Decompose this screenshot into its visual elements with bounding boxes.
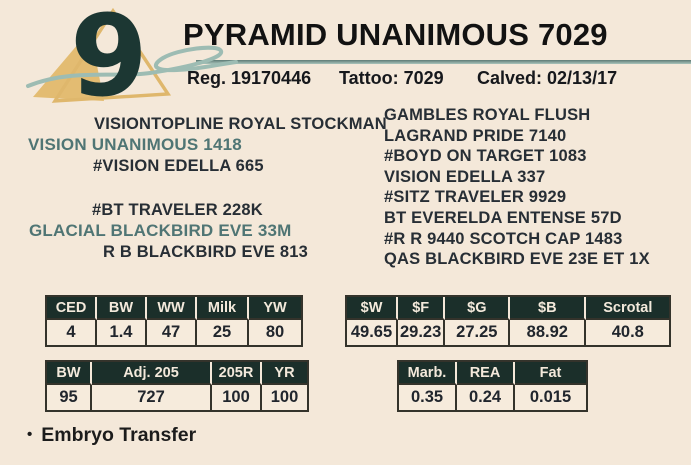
column-header: Milk (197, 297, 249, 320)
sire-name: VISION UNANIMOUS 1418 (28, 135, 242, 154)
table-cell: 29.23 (398, 320, 446, 345)
calved-date: Calved: 02/13/17 (477, 68, 618, 88)
column-header: CED (47, 297, 97, 320)
pedigree-line: QAS BLACKBIRD EVE 23E ET 1X (384, 250, 650, 269)
column-header: $G (445, 297, 511, 320)
column-header: YR (262, 362, 307, 385)
page-title: PYRAMID UNANIMOUS 7029 (183, 17, 608, 52)
sire-granddam: #VISION EDELLA 665 (93, 157, 264, 175)
table-cell: 0.015 (515, 385, 586, 410)
table-cell: 88.92 (510, 320, 587, 345)
column-header: Marb. (399, 362, 457, 385)
bullet-icon: • (27, 426, 33, 443)
pedigree-line: #R R 9440 SCOTCH CAP 1483 (384, 229, 623, 248)
column-header: Adj. 205 (92, 362, 212, 385)
swoosh-line (26, 45, 238, 88)
pyramid-outline-triangle (51, 7, 172, 103)
column-header: BW (47, 362, 92, 385)
table-cell: 0.35 (399, 385, 457, 410)
table-cell: 1.4 (97, 320, 147, 345)
table-header-row: $W $F $G $B Scrotal (347, 297, 670, 320)
dollar-values-table: $W $F $G $B Scrotal 49.65 29.23 27.25 88… (345, 295, 672, 347)
table-value-row: 0.35 0.24 0.015 (399, 385, 586, 410)
table-value-row: 49.65 29.23 27.25 88.92 40.8 (347, 320, 670, 345)
table-value-row: 4 1.4 47 25 80 (47, 320, 301, 345)
table-cell: 80 (249, 320, 301, 345)
table-cell: 49.65 (347, 320, 398, 345)
column-header: WW (147, 297, 197, 320)
table-header-row: Marb. REA Fat (399, 362, 586, 385)
table-cell: 25 (197, 320, 249, 345)
logo-numeral: 9 (70, 0, 148, 110)
pedigree-line: VISION EDELLA 337 (384, 167, 546, 186)
column-header: $F (398, 297, 446, 320)
registration-number: Reg. 19170446 (187, 68, 312, 88)
table-cell: 100 (262, 385, 307, 410)
epd-table: CED BW WW Milk YW 4 1.4 47 25 80 (45, 295, 303, 347)
column-header: YW (249, 297, 301, 320)
header-rule (196, 60, 691, 64)
tattoo-number: Tattoo: 7029 (339, 68, 444, 88)
table-cell: 727 (92, 385, 212, 410)
registration-row: Reg. 19170446 Tattoo: 7029 Calved: 02/13… (0, 68, 691, 92)
column-header: $B (510, 297, 587, 320)
great-grandparents-column: GAMBLES ROYAL FLUSH LAGRAND PRIDE 7140 #… (384, 105, 650, 270)
table-cell: 40.8 (586, 320, 670, 345)
column-header: Scrotal (586, 297, 670, 320)
pyramid-filled-triangle (33, 30, 104, 101)
column-header: REA (457, 362, 515, 385)
column-header: 205R (212, 362, 262, 385)
table-cell: 0.24 (457, 385, 515, 410)
dam-granddam: R B BLACKBIRD EVE 813 (103, 243, 308, 261)
embryo-transfer-note: • Embryo Transfer (27, 424, 196, 447)
column-header: BW (97, 297, 147, 320)
pedigree-line: GAMBLES ROYAL FLUSH (384, 106, 591, 124)
column-header: Fat (515, 362, 586, 385)
table-cell: 4 (47, 320, 97, 345)
table-cell: 27.25 (445, 320, 511, 345)
column-header: $W (347, 297, 398, 320)
table-header-row: BW Adj. 205 205R YR (47, 362, 307, 385)
pyramid-nine-logo: 9 (26, 0, 691, 110)
performance-table: BW Adj. 205 205R YR 95 727 100 100 (45, 360, 309, 412)
table-cell: 95 (47, 385, 92, 410)
carcass-table: Marb. REA Fat 0.35 0.24 0.015 (397, 360, 588, 412)
pedigree-line: #SITZ TRAVELER 9929 (384, 188, 567, 207)
sire-grandsire: VISIONTOPLINE ROYAL STOCKMAN (94, 115, 387, 133)
pedigree-line: LAGRAND PRIDE 7140 (384, 126, 567, 145)
dam-grandsire: #BT TRAVELER 228K (92, 201, 263, 219)
table-cell: 47 (147, 320, 197, 345)
pedigree-line: #BOYD ON TARGET 1083 (384, 147, 587, 166)
table-value-row: 95 727 100 100 (47, 385, 307, 410)
pedigree-line: BT EVERELDA ENTENSE 57D (384, 208, 622, 227)
table-header-row: CED BW WW Milk YW (47, 297, 301, 320)
dam-name: GLACIAL BLACKBIRD EVE 33M (29, 221, 292, 240)
footnote-text: Embryo Transfer (41, 424, 197, 446)
table-cell: 100 (212, 385, 262, 410)
